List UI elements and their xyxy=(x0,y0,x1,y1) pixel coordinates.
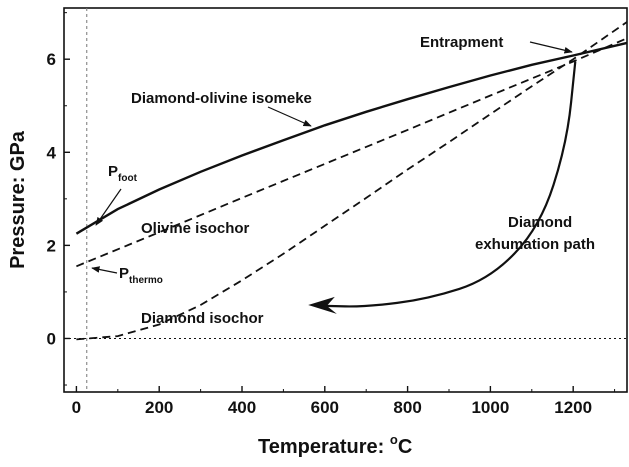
series-diamond-olivine-isomeke xyxy=(75,41,628,235)
plot-frame xyxy=(63,7,628,393)
x-axis-title-text: Temperature: xyxy=(258,436,390,458)
exhumation-path-arrow xyxy=(324,61,577,308)
x-tick-label: 400 xyxy=(228,398,256,417)
annotation-pfoot: Pfoot xyxy=(108,163,138,184)
annotation-pthermo: Pthermo xyxy=(119,265,163,286)
x-axis-unit: C xyxy=(398,436,412,458)
x-axis-ticks: 0 200 400 600 800 1000 1200 xyxy=(72,386,616,417)
reference-lines xyxy=(64,8,627,392)
pfoot-subscript: foot xyxy=(118,173,138,184)
pthermo-pointer xyxy=(91,266,118,274)
x-axis-degree-sup: o xyxy=(390,432,398,447)
pthermo-main: P xyxy=(119,265,129,282)
entrapment-pointer xyxy=(529,41,573,54)
y-axis-title: Pressure: GPa xyxy=(7,130,29,269)
y-tick-label: 4 xyxy=(47,143,57,162)
data-series xyxy=(75,21,628,341)
pthermo-subscript: thermo xyxy=(129,275,163,286)
annotation-diamond-isochor: Diamond isochor xyxy=(141,310,264,327)
isomeke-pointer xyxy=(267,106,312,127)
annotation-entrapment: Entrapment xyxy=(420,34,503,51)
x-tick-label: 1000 xyxy=(471,398,509,417)
annotation-exhumation-path: exhumation path xyxy=(475,236,595,253)
exhumation-arrowhead xyxy=(308,296,337,314)
x-tick-label: 200 xyxy=(145,398,173,417)
x-tick-label: 800 xyxy=(393,398,421,417)
pfoot-main: P xyxy=(108,163,118,180)
y-tick-label: 6 xyxy=(47,50,56,69)
y-tick-label: 0 xyxy=(47,329,56,348)
annotation-isomeke: Diamond-olivine isomeke xyxy=(131,90,312,107)
annotation-olivine-isochor: Olivine isochor xyxy=(141,220,250,237)
y-tick-label: 2 xyxy=(47,236,56,255)
x-tick-label: 600 xyxy=(311,398,339,417)
pfoot-pointer xyxy=(95,188,122,226)
series-diamond-isochor xyxy=(76,21,628,341)
x-tick-label: 0 xyxy=(72,398,81,417)
y-axis-ticks: 0 2 4 6 xyxy=(47,12,70,386)
x-axis-title: Temperature: oC xyxy=(258,432,412,458)
annotation-diamond: Diamond xyxy=(508,214,572,231)
x-tick-label: 1200 xyxy=(554,398,592,417)
